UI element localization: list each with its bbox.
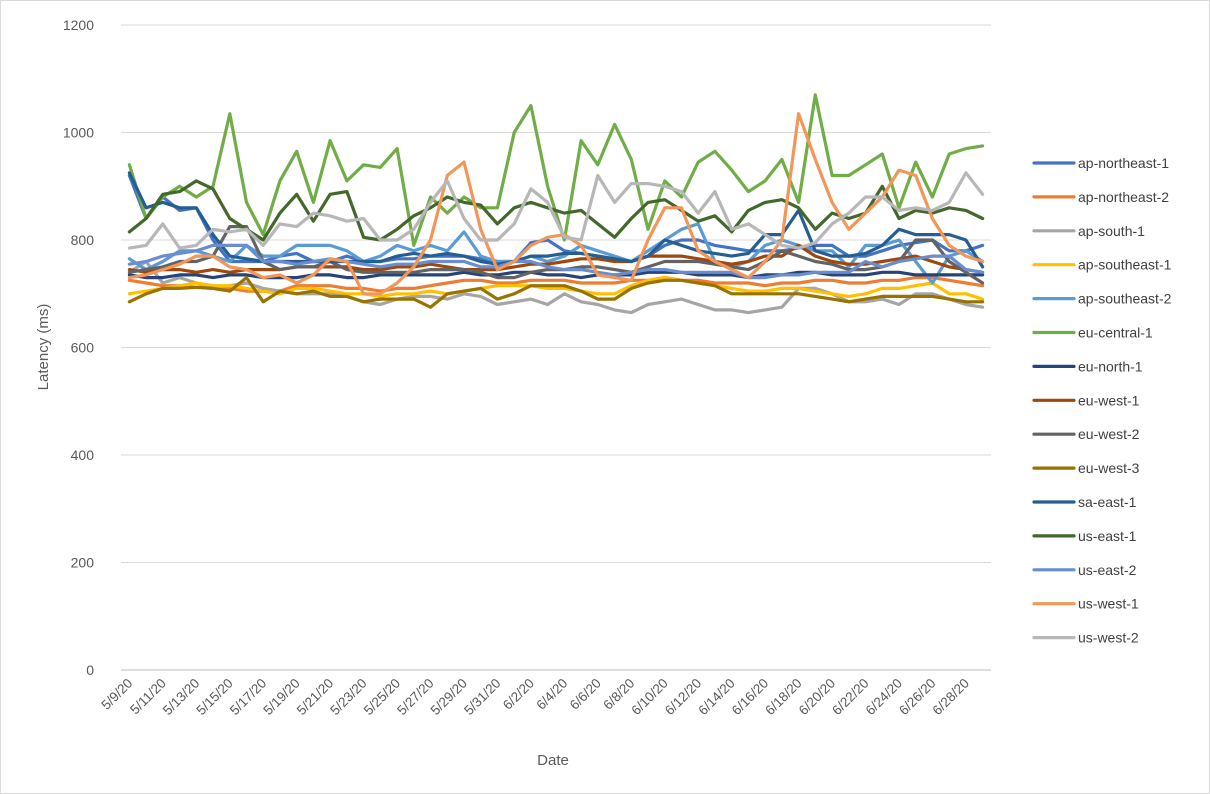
- legend-label: eu-west-3: [1078, 460, 1140, 476]
- legend-label: eu-west-2: [1078, 426, 1140, 442]
- series-line-us-east-1: [127, 179, 985, 242]
- y-tick-label: 800: [71, 232, 95, 248]
- x-tick-label: 6/26/20: [896, 676, 938, 718]
- series-line-ap-southeast-1: [127, 276, 985, 301]
- legend: ap-northeast-1 ap-northeast-2 ap-south-1 ap…: [1032, 155, 1172, 646]
- legend-label: us-east-1: [1078, 528, 1137, 544]
- legend-item: eu-west-3: [1032, 460, 1140, 476]
- y-tick-label: 600: [71, 340, 95, 356]
- series-line-ap-south-1: [127, 259, 985, 315]
- legend-item: eu-north-1: [1032, 358, 1143, 374]
- y-tick-label: 200: [71, 555, 95, 571]
- x-tick-label: 5/19/20: [260, 676, 302, 718]
- legend-item: eu-central-1: [1032, 325, 1153, 341]
- x-axis-ticks: 5/9/205/11/205/13/205/15/205/17/205/19/2…: [98, 676, 972, 718]
- x-tick-label: 6/16/20: [729, 676, 771, 718]
- legend-label: sa-east-1: [1078, 494, 1137, 510]
- x-axis-title: Date: [537, 752, 569, 769]
- x-tick-label: 5/21/20: [294, 676, 336, 718]
- legend-label: ap-southeast-1: [1078, 257, 1172, 273]
- legend-label: ap-northeast-1: [1078, 155, 1169, 171]
- x-tick-label: 6/12/20: [662, 676, 704, 718]
- x-tick-label: 5/29/20: [428, 676, 470, 718]
- legend-item: ap-southeast-2: [1032, 291, 1172, 307]
- legend-item: us-east-1: [1032, 528, 1137, 544]
- y-axis-ticks: 0 200 400 600 800 1000 1200: [63, 17, 94, 678]
- series-line-ap-southeast-2: [127, 222, 985, 285]
- legend-item: eu-west-2: [1032, 426, 1140, 442]
- x-tick-label: 6/14/20: [695, 676, 737, 718]
- series-line-eu-central-1: [127, 93, 985, 247]
- x-tick-label: 6/10/20: [628, 676, 670, 718]
- legend-item: us-east-2: [1032, 562, 1137, 578]
- x-tick-label: 5/27/20: [394, 676, 436, 718]
- legend-label: us-west-1: [1078, 596, 1139, 612]
- y-axis-title: Latency (ms): [35, 304, 52, 391]
- y-tick-label: 1000: [63, 125, 94, 141]
- legend-item: ap-southeast-1: [1032, 257, 1172, 273]
- legend-label: us-west-2: [1078, 630, 1139, 646]
- series-line-us-west-1: [127, 112, 985, 296]
- series-line-eu-west-3: [127, 276, 985, 309]
- x-tick-label: 5/31/20: [461, 676, 503, 718]
- legend-label: ap-northeast-2: [1078, 189, 1169, 205]
- legend-item: ap-northeast-1: [1032, 155, 1169, 171]
- legend-item: eu-west-1: [1032, 392, 1140, 408]
- legend-label: eu-north-1: [1078, 358, 1143, 374]
- series-line-us-west-2: [127, 171, 985, 250]
- x-tick-label: 6/6/20: [567, 676, 604, 713]
- gridlines: [121, 24, 991, 671]
- x-tick-label: 6/24/20: [863, 676, 905, 718]
- x-tick-label: 6/18/20: [762, 676, 804, 718]
- legend-item: ap-northeast-2: [1032, 189, 1169, 205]
- series-lines: [127, 93, 985, 315]
- x-tick-label: 6/22/20: [829, 676, 871, 718]
- y-tick-label: 400: [71, 447, 95, 463]
- legend-label: ap-south-1: [1078, 223, 1145, 239]
- x-tick-label: 6/2/20: [500, 676, 537, 713]
- legend-label: us-east-2: [1078, 562, 1137, 578]
- x-tick-label: 5/17/20: [227, 676, 269, 718]
- x-tick-label: 5/23/20: [327, 676, 369, 718]
- legend-label: ap-southeast-2: [1078, 291, 1172, 307]
- x-tick-label: 6/28/20: [930, 676, 972, 718]
- legend-label: eu-west-1: [1078, 392, 1140, 408]
- series-line-us-east-2: [127, 243, 985, 280]
- legend-label: eu-central-1: [1078, 325, 1153, 341]
- series-line-ap-northeast-1: [127, 173, 985, 264]
- x-tick-label: 5/15/20: [193, 676, 235, 718]
- y-tick-label: 1200: [63, 17, 94, 33]
- x-tick-label: 5/25/20: [361, 676, 403, 718]
- x-tick-label: 6/20/20: [796, 676, 838, 718]
- legend-item: ap-south-1: [1032, 223, 1145, 239]
- legend-item: us-west-1: [1032, 596, 1139, 612]
- legend-item: us-west-2: [1032, 630, 1139, 646]
- y-tick-label: 0: [86, 662, 94, 678]
- x-tick-label: 6/4/20: [533, 676, 570, 713]
- legend-item: sa-east-1: [1032, 494, 1137, 510]
- series-line-eu-west-1: [127, 243, 985, 274]
- x-tick-label: 5/13/20: [160, 676, 202, 718]
